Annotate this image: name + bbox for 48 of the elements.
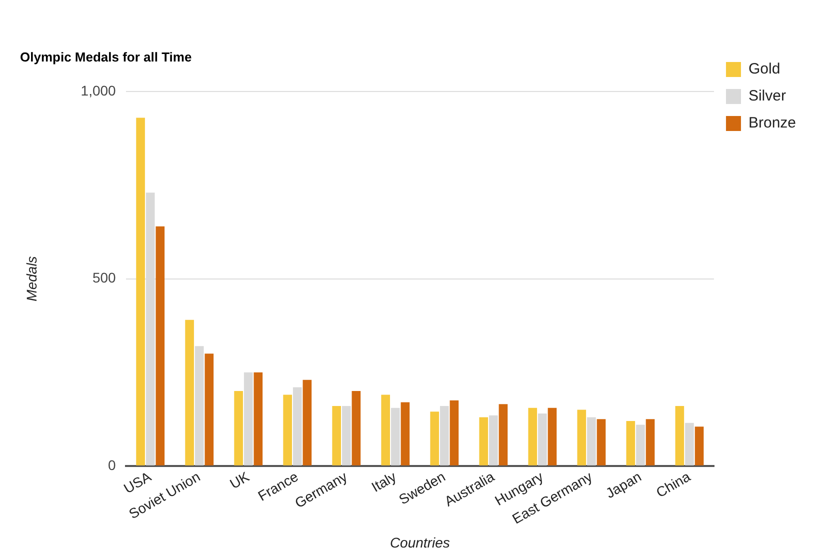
bar [136,118,145,466]
bar [204,354,214,466]
bar [548,408,557,466]
bar [332,406,341,466]
bar [626,420,636,466]
bar [440,406,449,466]
y-tick-label: 500 [92,270,116,286]
bar [636,424,645,466]
bar [596,419,606,466]
bar [302,380,312,466]
bar [646,419,655,466]
x-tick-label: UK [226,468,252,492]
bar [254,372,263,466]
bar [685,422,694,466]
bar [587,417,596,466]
bar [234,391,243,466]
legend-label: Bronze [748,114,796,132]
bar [292,387,302,466]
bar [185,320,194,466]
x-tick-label: China [653,468,694,500]
y-axis-title: Medals [23,256,40,302]
bar [538,414,547,466]
bar [283,394,292,466]
bar [390,408,400,466]
bar [400,402,410,466]
legend-label: Gold [748,60,780,78]
bar [498,404,508,466]
x-axis-title: Countries [390,534,450,550]
bar [528,408,538,466]
bar [342,406,351,466]
x-tick-label: USA [120,468,154,497]
bar [352,391,361,466]
bar [244,372,253,466]
bar [479,417,488,466]
bar [675,406,684,466]
legend-label: Silver [748,88,786,105]
x-tick-label: Italy [368,468,399,495]
bar [194,346,204,466]
y-tick-label: 1,000 [80,82,116,98]
chart-title: Olympic Medals for all Time [20,49,192,64]
bar [381,394,390,466]
bar [156,226,165,466]
bar [430,412,440,466]
y-tick-label: 0 [108,456,116,473]
bar [489,415,498,466]
bar [694,426,704,466]
bar [450,400,459,466]
bar [577,410,586,466]
